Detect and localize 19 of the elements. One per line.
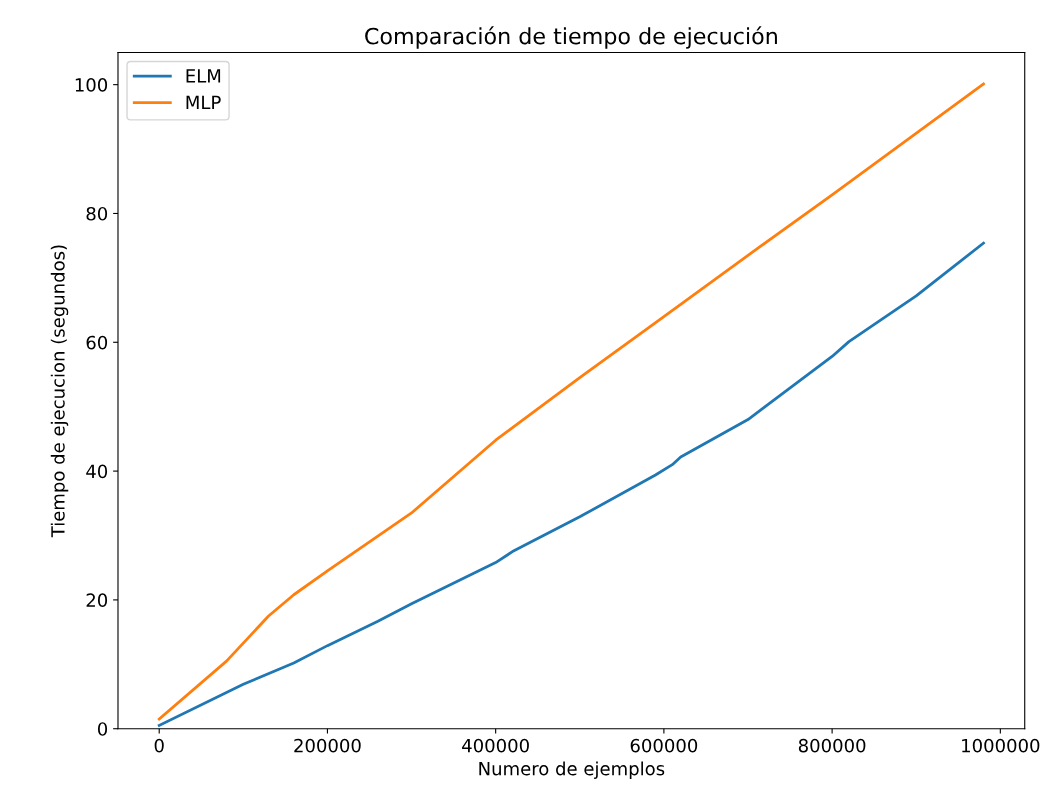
chart-title: Comparación de tiempo de ejecución (365, 26, 777, 49)
legend-label: MLP (186, 95, 221, 109)
x-tick-label: 1000000 (962, 738, 1040, 753)
x-tick-label: 600000 (630, 738, 698, 753)
x-tick-label: 200000 (294, 738, 361, 753)
line-series (157, 241, 985, 727)
y-axis-title: Tiempo de ejecucion (segundos) (50, 245, 69, 538)
y-tick-label: 60 (86, 335, 108, 350)
x-axis-title: Numero de ejemplos (479, 761, 665, 779)
y-tick-label: 100 (75, 78, 108, 92)
x-tick-label: 400000 (462, 738, 529, 753)
y-tick-label: 40 (86, 464, 108, 479)
line-series (157, 82, 985, 721)
x-tick-label: 800000 (798, 738, 866, 753)
y-tick-label: 80 (86, 206, 108, 221)
y-tick-label: 20 (86, 593, 108, 608)
legend-label: ELM (186, 69, 221, 83)
x-tick-label: 0 (154, 738, 164, 753)
y-tick-label: 0 (97, 722, 108, 736)
